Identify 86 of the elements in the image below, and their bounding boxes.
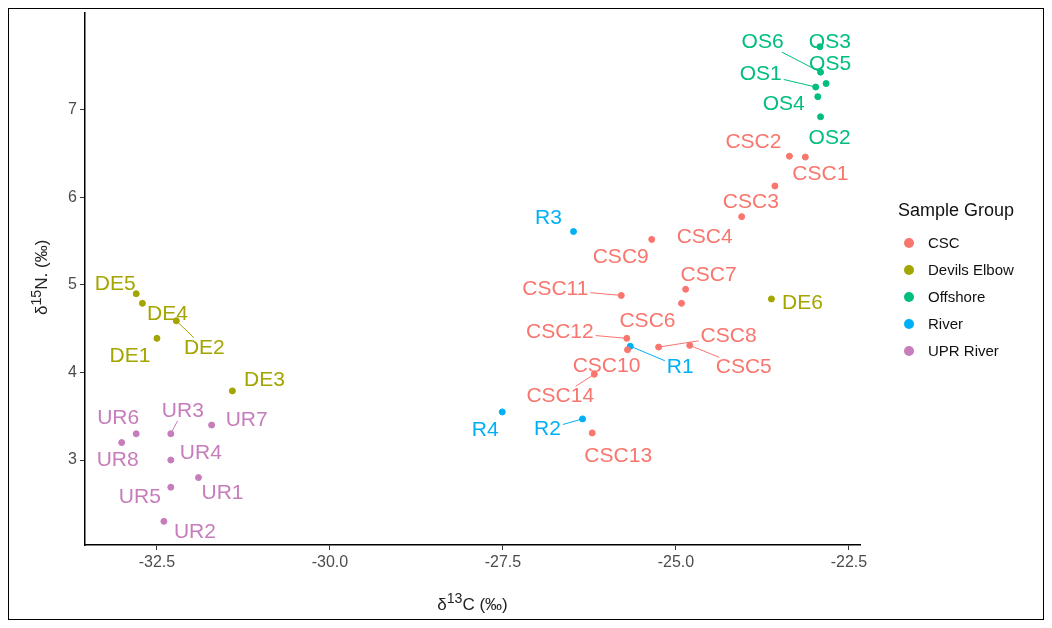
point: [624, 346, 631, 354]
data-label: UR2: [173, 519, 216, 543]
data-label: CSC12: [525, 319, 594, 343]
data-label: UR4: [179, 439, 223, 463]
point: [579, 415, 587, 423]
x-tick-label: -25.0: [657, 553, 695, 571]
legend-label: River: [928, 315, 964, 332]
legend-label: CSC: [928, 234, 960, 251]
data-label: DE1: [109, 343, 151, 367]
point: [167, 456, 175, 464]
data-label: OS1: [739, 60, 782, 84]
point: [648, 235, 656, 243]
data-label: CSC13: [584, 442, 653, 466]
data-label: CSC9: [592, 244, 649, 268]
point: [817, 113, 825, 121]
data-label: DE3: [243, 366, 285, 390]
point: [118, 439, 126, 447]
point: [160, 517, 168, 525]
point: [682, 285, 690, 293]
x-tick-label: -30.0: [311, 553, 349, 571]
x-tick-label: -27.5: [484, 553, 522, 571]
data-label: DE5: [94, 271, 136, 295]
data-label: DE2: [183, 334, 225, 358]
data-label: OS2: [808, 124, 851, 148]
point: [767, 295, 775, 303]
point: [194, 474, 202, 482]
data-label: DE4: [147, 301, 189, 325]
legend-title: Sample Group: [898, 200, 1015, 221]
y-tick-label: 7: [68, 100, 78, 118]
data-label: R1: [666, 354, 694, 378]
point: [822, 80, 830, 88]
point: [785, 152, 793, 160]
point: [623, 334, 631, 342]
data-label: OS6: [741, 28, 784, 52]
data-label: R2: [534, 415, 561, 439]
data-label: R3: [535, 205, 562, 229]
legend-label: Devils Elbow: [928, 261, 1014, 278]
data-label: CSC7: [680, 262, 737, 286]
x-tick-label: -32.5: [138, 553, 176, 571]
point: [771, 182, 779, 190]
point: [812, 83, 820, 91]
point: [801, 153, 809, 161]
data-label: CSC10: [572, 352, 641, 376]
data-label: CSC1: [792, 160, 849, 184]
y-tick-label: 6: [68, 187, 78, 205]
legend-label: UPR River: [928, 342, 999, 359]
data-label: UR7: [225, 406, 268, 430]
point: [588, 429, 596, 437]
data-label: OS5: [809, 51, 852, 75]
data-label: CSC6: [619, 308, 676, 332]
point: [132, 430, 140, 438]
data-label: UR8: [96, 447, 139, 471]
point: [138, 299, 146, 307]
point: [498, 408, 506, 416]
data-label: CSC5: [715, 354, 772, 378]
data-label: CSC8: [700, 322, 757, 346]
data-label: CSC14: [526, 383, 595, 407]
data-label: UR5: [118, 484, 161, 507]
point: [617, 291, 625, 299]
point: [132, 290, 140, 298]
point: [570, 228, 578, 236]
x-tick-label: -22.5: [830, 553, 868, 571]
point: [228, 387, 236, 395]
point: [167, 430, 175, 438]
y-tick-label: 3: [68, 450, 78, 468]
point: [167, 483, 175, 491]
data-label: CSC11: [522, 276, 589, 300]
point: [677, 299, 685, 307]
point: [153, 334, 161, 342]
data-label: CSC3: [722, 188, 779, 212]
data-label: OS4: [762, 91, 806, 115]
x-axis-title: δ$^{13}$C (‰): [436, 590, 509, 615]
point: [814, 93, 822, 101]
data-label: CSC4: [676, 224, 733, 248]
data-label: CSC2: [725, 129, 782, 152]
data-label: UR3: [161, 397, 204, 421]
data-label: DE6: [782, 289, 823, 313]
y-tick-label: 5: [68, 275, 78, 293]
y-tick-label: 4: [68, 362, 78, 380]
data-label: R4: [471, 416, 499, 440]
data-label: UR6: [97, 404, 140, 428]
data-label: UR1: [201, 480, 244, 504]
point: [655, 343, 663, 351]
point: [738, 213, 746, 221]
legend-label: Offshore: [928, 288, 986, 305]
point: [208, 421, 216, 429]
